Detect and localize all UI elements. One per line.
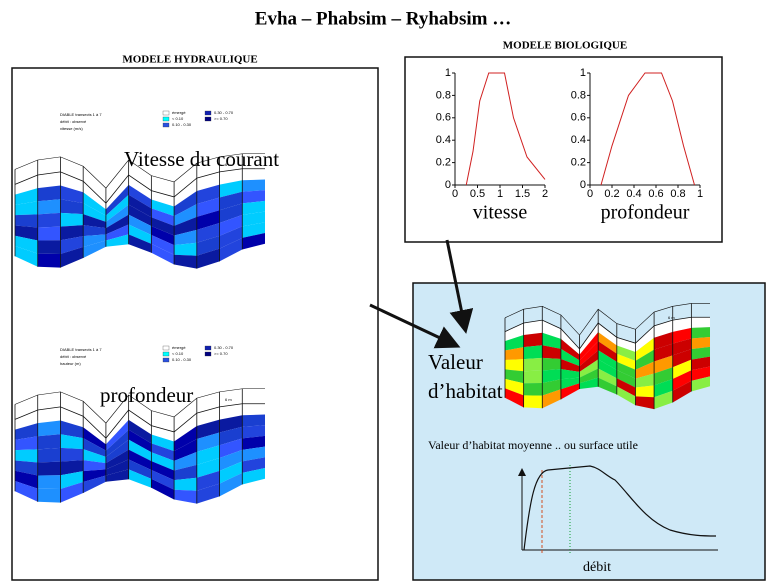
section-band <box>524 370 543 383</box>
y-tick-label: 1 <box>580 67 586 79</box>
legend-class: émergé <box>172 110 186 115</box>
x-tick-label: 0.4 <box>626 188 641 200</box>
y-tick-label: 0 <box>580 179 586 191</box>
legend-class: 0.30 - 0.70 <box>214 345 234 350</box>
legend-class: 0.10 - 0.30 <box>172 357 192 362</box>
habitat-label: Valeur <box>428 350 483 374</box>
x-label: débit <box>583 560 611 575</box>
legend-line: DIABLE transects 1 à 7 <box>60 112 102 117</box>
scale-label: 6 m <box>225 397 232 402</box>
section-band <box>60 448 83 462</box>
section-band <box>691 317 710 328</box>
y-tick-label: 1 <box>445 67 451 79</box>
legend-swatch <box>163 123 169 127</box>
section-band <box>38 227 61 241</box>
legend-swatch <box>163 117 169 121</box>
legend-class: 0.30 - 0.70 <box>214 110 234 115</box>
legend-swatch <box>205 117 211 121</box>
section-band <box>524 383 543 396</box>
y-tick-label: 0 <box>445 179 451 191</box>
x-tick-label: 0.2 <box>604 188 619 200</box>
section-band <box>242 414 265 426</box>
y-tick-label: 0.8 <box>571 89 586 101</box>
legend-swatch <box>163 358 169 362</box>
section-band <box>38 186 61 202</box>
section-band <box>38 434 61 449</box>
section-band <box>38 475 61 489</box>
section-band <box>524 345 543 359</box>
section-band <box>38 240 61 254</box>
section-band <box>38 254 61 268</box>
y-tick-label: 0.6 <box>571 112 586 124</box>
section-band <box>505 359 524 371</box>
section-band <box>15 449 38 462</box>
legend-class: 0.10 - 0.30 <box>172 122 192 127</box>
x-tick-label: 1 <box>697 188 703 200</box>
legend-swatch <box>163 346 169 350</box>
section-label: Vitesse du courant <box>124 147 279 171</box>
y-tick-label: 0.4 <box>571 134 586 146</box>
scale-label: 6 m <box>668 315 675 320</box>
legend-swatch <box>205 111 211 115</box>
section-band <box>38 421 61 437</box>
y-tick-label: 0.4 <box>436 134 451 146</box>
legend-swatch <box>163 352 169 356</box>
legend-class: >= 0.70 <box>214 351 228 356</box>
legend-swatch <box>163 111 169 115</box>
section-band <box>542 358 561 371</box>
y-tick-label: 0.6 <box>436 112 451 124</box>
section-band <box>242 404 265 416</box>
legend-line: DIABLE transects 1 à 7 <box>60 347 102 352</box>
legend-swatch <box>205 346 211 350</box>
x-tick-label: 1 <box>497 188 503 200</box>
section-band <box>38 199 61 214</box>
x-tick-label: 0.6 <box>648 188 663 200</box>
legend-class: < 0.10 <box>172 351 184 356</box>
section-band <box>242 179 265 191</box>
section-band <box>524 358 543 371</box>
legend-class: >= 0.70 <box>214 116 228 121</box>
y-tick-label: 0.8 <box>436 89 451 101</box>
section-band <box>60 213 83 227</box>
legend-line: débit : observé <box>60 354 87 359</box>
section-label: profondeur <box>100 383 193 407</box>
section-band <box>38 448 61 463</box>
title: Evha – Phabsim – Ryhabsim … <box>255 8 511 29</box>
legend-line: vitesse (m/s) <box>60 126 83 131</box>
legend-class: < 0.10 <box>172 116 184 121</box>
legend-line: débit : observé <box>60 119 87 124</box>
legend-line: hauteur (m) <box>60 361 81 366</box>
section-band <box>38 213 61 228</box>
x-tick-label: 2 <box>542 188 548 200</box>
y-tick-label: 0.2 <box>571 157 586 169</box>
legend-class: émergé <box>172 345 186 350</box>
plot-label: vitesse <box>473 202 528 224</box>
x-tick-label: 1.5 <box>515 188 530 200</box>
x-tick-label: 0 <box>452 188 458 200</box>
habitat-label: d’habitat <box>428 379 503 403</box>
section-band <box>38 489 61 503</box>
diagram: Evha – Phabsim – Ryhabsim … MODELE HYDRA… <box>0 0 766 581</box>
section-title: MODELE BIOLOGIQUE <box>503 40 627 52</box>
section-band <box>691 327 710 338</box>
section-band <box>15 214 38 227</box>
x-tick-label: 0.5 <box>470 188 485 200</box>
legend-swatch <box>205 352 211 356</box>
section-band <box>38 462 61 476</box>
y-tick-label: 0.2 <box>436 157 451 169</box>
section-title: MODELE HYDRAULIQUE <box>122 54 257 66</box>
x-tick-label: 0 <box>587 188 593 200</box>
curve-title: Valeur d’habitat moyenne .. ou surface u… <box>428 438 638 452</box>
plot-label: profondeur <box>601 202 690 224</box>
section-band <box>524 333 543 347</box>
x-tick-label: 0.8 <box>670 188 685 200</box>
section-band <box>524 395 543 408</box>
